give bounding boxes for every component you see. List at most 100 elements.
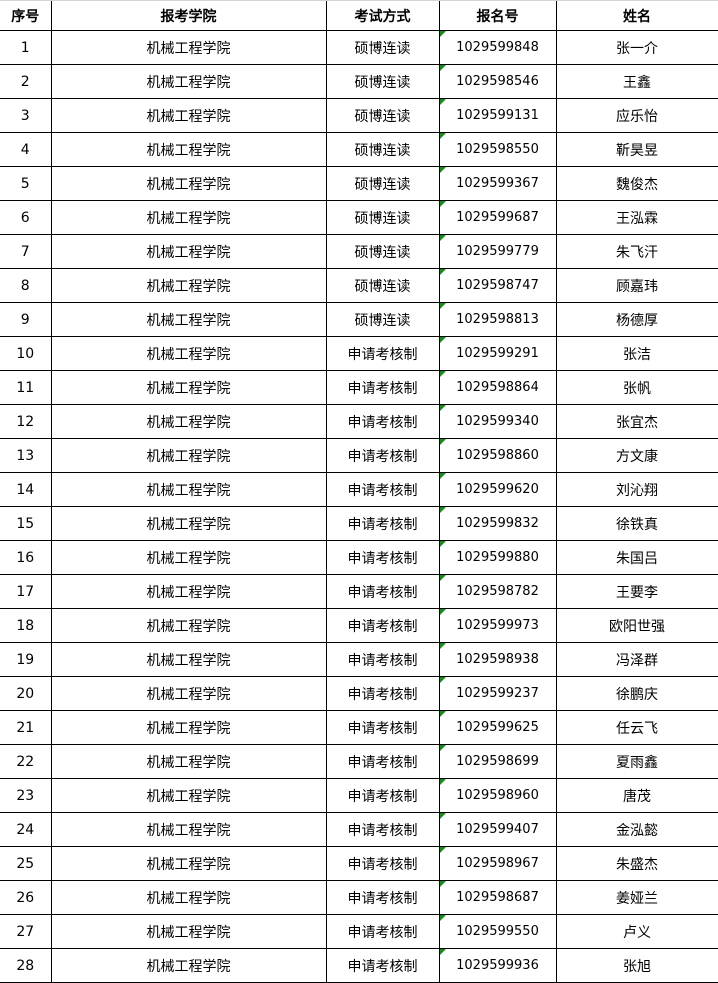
cell-college[interactable]: 机械工程学院 — [50, 166, 327, 201]
cell-serial[interactable]: 10 — [0, 336, 52, 371]
cell-college[interactable]: 机械工程学院 — [50, 132, 327, 167]
cell-registration-id[interactable]: 1029599620 — [438, 472, 557, 507]
cell-registration-id[interactable]: 1029599973 — [438, 608, 557, 643]
cell-registration-id[interactable]: 1029598860 — [438, 438, 557, 473]
cell-name[interactable]: 朱盛杰 — [555, 846, 718, 881]
cell-registration-id[interactable]: 1029599131 — [438, 98, 557, 133]
cell-serial[interactable]: 12 — [0, 404, 52, 439]
cell-exam-method[interactable]: 硕博连读 — [325, 200, 440, 235]
cell-exam-method[interactable]: 硕博连读 — [325, 234, 440, 269]
cell-college[interactable]: 机械工程学院 — [50, 370, 327, 405]
cell-registration-id[interactable]: 1029599340 — [438, 404, 557, 439]
cell-name[interactable]: 魏俊杰 — [555, 166, 718, 201]
cell-serial[interactable]: 3 — [0, 98, 52, 133]
cell-name[interactable]: 卢义 — [555, 914, 718, 949]
cell-name[interactable]: 张宜杰 — [555, 404, 718, 439]
cell-exam-method[interactable]: 申请考核制 — [325, 370, 440, 405]
cell-name[interactable]: 徐鹏庆 — [555, 676, 718, 711]
cell-serial[interactable]: 8 — [0, 268, 52, 303]
cell-exam-method[interactable]: 申请考核制 — [325, 540, 440, 575]
cell-serial[interactable]: 27 — [0, 914, 52, 949]
cell-serial[interactable]: 9 — [0, 302, 52, 337]
cell-serial[interactable]: 17 — [0, 574, 52, 609]
cell-name[interactable]: 朱飞汗 — [555, 234, 718, 269]
cell-name[interactable]: 靳昊昱 — [555, 132, 718, 167]
cell-college[interactable]: 机械工程学院 — [50, 778, 327, 813]
cell-college[interactable]: 机械工程学院 — [50, 880, 327, 915]
cell-name[interactable]: 张洁 — [555, 336, 718, 371]
cell-name[interactable]: 冯泽群 — [555, 642, 718, 677]
cell-exam-method[interactable]: 申请考核制 — [325, 778, 440, 813]
cell-registration-id[interactable]: 1029599936 — [438, 948, 557, 983]
cell-serial[interactable]: 4 — [0, 132, 52, 167]
cell-exam-method[interactable]: 硕博连读 — [325, 30, 440, 65]
cell-registration-id[interactable]: 1029599237 — [438, 676, 557, 711]
cell-serial[interactable]: 24 — [0, 812, 52, 847]
cell-college[interactable]: 机械工程学院 — [50, 812, 327, 847]
cell-exam-method[interactable]: 申请考核制 — [325, 846, 440, 881]
cell-college[interactable]: 机械工程学院 — [50, 914, 327, 949]
cell-serial[interactable]: 5 — [0, 166, 52, 201]
cell-serial[interactable]: 23 — [0, 778, 52, 813]
cell-college[interactable]: 机械工程学院 — [50, 268, 327, 303]
cell-college[interactable]: 机械工程学院 — [50, 948, 327, 983]
cell-college[interactable]: 机械工程学院 — [50, 98, 327, 133]
cell-exam-method[interactable]: 硕博连读 — [325, 64, 440, 99]
cell-exam-method[interactable]: 申请考核制 — [325, 404, 440, 439]
cell-college[interactable]: 机械工程学院 — [50, 64, 327, 99]
cell-college[interactable]: 机械工程学院 — [50, 676, 327, 711]
cell-exam-method[interactable]: 申请考核制 — [325, 438, 440, 473]
cell-registration-id[interactable]: 1029599625 — [438, 710, 557, 745]
cell-college[interactable]: 机械工程学院 — [50, 472, 327, 507]
cell-registration-id[interactable]: 1029598938 — [438, 642, 557, 677]
cell-exam-method[interactable]: 申请考核制 — [325, 574, 440, 609]
cell-registration-id[interactable]: 1029599779 — [438, 234, 557, 269]
cell-exam-method[interactable]: 申请考核制 — [325, 812, 440, 847]
cell-name[interactable]: 金泓懿 — [555, 812, 718, 847]
cell-serial[interactable]: 13 — [0, 438, 52, 473]
cell-name[interactable]: 王要李 — [555, 574, 718, 609]
cell-registration-id[interactable]: 1029598864 — [438, 370, 557, 405]
cell-college[interactable]: 机械工程学院 — [50, 438, 327, 473]
cell-exam-method[interactable]: 硕博连读 — [325, 302, 440, 337]
cell-exam-method[interactable]: 申请考核制 — [325, 336, 440, 371]
cell-name[interactable]: 刘沁翔 — [555, 472, 718, 507]
cell-registration-id[interactable]: 1029599367 — [438, 166, 557, 201]
cell-registration-id[interactable]: 1029598546 — [438, 64, 557, 99]
cell-serial[interactable]: 6 — [0, 200, 52, 235]
cell-name[interactable]: 应乐怡 — [555, 98, 718, 133]
cell-name[interactable]: 欧阳世强 — [555, 608, 718, 643]
cell-exam-method[interactable]: 硕博连读 — [325, 132, 440, 167]
cell-name[interactable]: 张旭 — [555, 948, 718, 983]
cell-name[interactable]: 王泓霖 — [555, 200, 718, 235]
cell-name[interactable]: 王鑫 — [555, 64, 718, 99]
cell-exam-method[interactable]: 申请考核制 — [325, 948, 440, 983]
cell-serial[interactable]: 26 — [0, 880, 52, 915]
cell-serial[interactable]: 2 — [0, 64, 52, 99]
cell-registration-id[interactable]: 1029598687 — [438, 880, 557, 915]
cell-registration-id[interactable]: 1029599550 — [438, 914, 557, 949]
cell-exam-method[interactable]: 申请考核制 — [325, 914, 440, 949]
cell-name[interactable]: 朱国吕 — [555, 540, 718, 575]
cell-college[interactable]: 机械工程学院 — [50, 336, 327, 371]
cell-name[interactable]: 夏雨鑫 — [555, 744, 718, 779]
cell-serial[interactable]: 18 — [0, 608, 52, 643]
cell-college[interactable]: 机械工程学院 — [50, 574, 327, 609]
cell-name[interactable]: 杨德厚 — [555, 302, 718, 337]
cell-college[interactable]: 机械工程学院 — [50, 642, 327, 677]
cell-serial[interactable]: 22 — [0, 744, 52, 779]
cell-serial[interactable]: 25 — [0, 846, 52, 881]
cell-serial[interactable]: 1 — [0, 30, 52, 65]
cell-college[interactable]: 机械工程学院 — [50, 404, 327, 439]
cell-name[interactable]: 任云飞 — [555, 710, 718, 745]
cell-serial[interactable]: 16 — [0, 540, 52, 575]
cell-college[interactable]: 机械工程学院 — [50, 846, 327, 881]
cell-exam-method[interactable]: 硕博连读 — [325, 98, 440, 133]
cell-name[interactable]: 徐铁真 — [555, 506, 718, 541]
cell-name[interactable]: 张一介 — [555, 30, 718, 65]
cell-exam-method[interactable]: 申请考核制 — [325, 472, 440, 507]
cell-registration-id[interactable]: 1029598967 — [438, 846, 557, 881]
cell-name[interactable]: 唐茂 — [555, 778, 718, 813]
cell-registration-id[interactable]: 1029598747 — [438, 268, 557, 303]
cell-registration-id[interactable]: 1029598782 — [438, 574, 557, 609]
